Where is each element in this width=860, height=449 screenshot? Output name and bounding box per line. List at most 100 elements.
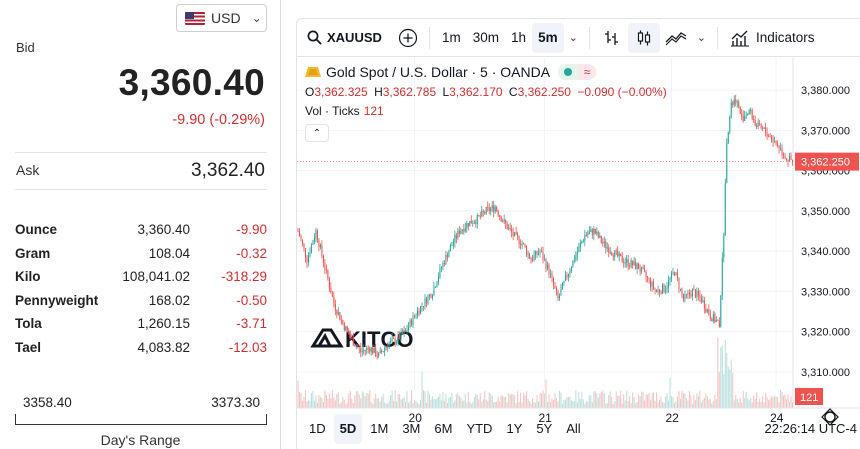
market-status-badge[interactable]: ≈ [558, 64, 597, 80]
candle-body [678, 278, 680, 289]
volume-bar [500, 395, 502, 408]
volume-bar [467, 391, 469, 408]
candle-body [418, 310, 420, 314]
candle-body [552, 277, 554, 285]
candle-body [641, 267, 643, 272]
range-1d[interactable]: 1D [309, 421, 326, 436]
candle-body [558, 295, 560, 299]
candle-body [399, 334, 401, 340]
candlestick-chart-svg[interactable]: KITCO3,380.0003,370.0003,360.0003,350.00… [297, 58, 860, 430]
volume-bar [354, 395, 356, 408]
settings-gear-icon[interactable] [824, 411, 836, 423]
volume-bar [685, 398, 687, 408]
volume-bar [526, 391, 528, 408]
currency-select[interactable]: USD ⌄ [176, 4, 267, 32]
interval-1m[interactable]: 1m [442, 29, 461, 45]
volume-bar [481, 401, 483, 408]
range-5d[interactable]: 5D [333, 414, 363, 444]
volume-bar [379, 401, 381, 408]
candle-body [543, 259, 546, 261]
range-1m[interactable]: 1M [370, 421, 389, 436]
candle-body [529, 253, 531, 259]
candle-body [487, 206, 489, 208]
range-ytd[interactable]: YTD [466, 421, 493, 436]
volume-bar [777, 397, 779, 408]
candle-body [560, 289, 562, 296]
volume-tag [795, 388, 823, 405]
candle-body [475, 222, 477, 224]
x-tick-label: 24 [770, 411, 784, 425]
chart-type-dropdown-icon[interactable]: ⌄ [696, 32, 707, 44]
settings-gear-outline [821, 408, 839, 426]
candle-body [624, 262, 626, 264]
candle-body [419, 306, 422, 314]
kitco-logo-icon [310, 328, 344, 348]
indicators-button[interactable]: Indicators [724, 29, 815, 47]
candle-body [396, 341, 398, 344]
area-chart-type-button[interactable] [660, 23, 692, 53]
volume-bar [653, 392, 655, 408]
price-chart[interactable]: KITCO 3,380.000 3,370.000 3,360.000 3,350.00… [297, 58, 860, 426]
volume-bar [376, 398, 378, 408]
volume-bar [367, 393, 369, 408]
volume-bar [730, 359, 732, 408]
volume-bar [670, 396, 673, 408]
volume-bar [702, 399, 704, 408]
volume-bar [560, 392, 562, 408]
volume-bar [747, 398, 749, 408]
interval-dropdown-icon[interactable]: ⌄ [568, 32, 578, 44]
range-6m[interactable]: 6M [434, 421, 453, 436]
wave-icon: ≈ [578, 64, 597, 80]
volume-bar [324, 390, 326, 408]
us-flag-icon [185, 11, 205, 25]
volume-bar [618, 395, 620, 408]
table-row: Gram 108.04 -0.32 [15, 242, 267, 266]
volume-bar [579, 399, 581, 408]
candles-chart-type-button[interactable] [627, 22, 660, 53]
candle-body [697, 291, 699, 296]
symbol-search[interactable]: XAUUSD [297, 30, 393, 45]
collapse-legend-button[interactable]: ⌃ [305, 124, 329, 142]
volume-bar [557, 401, 559, 408]
candle-body [563, 280, 565, 284]
volume-bar [554, 393, 556, 408]
volume-bar [449, 397, 451, 408]
volume-bar [473, 397, 475, 408]
range-all[interactable]: All [566, 421, 581, 436]
candle-body [297, 231, 299, 232]
candle-body [506, 223, 508, 230]
volume-bar [768, 400, 770, 408]
candle-body [485, 206, 487, 214]
range-5y[interactable]: 5Y [536, 421, 553, 436]
candle-body [670, 272, 673, 279]
candle-body [638, 263, 640, 270]
volume-bar [460, 397, 462, 408]
interval-1h[interactable]: 1h [511, 29, 527, 45]
unit-price-table: Ounce 3,360.40 -9.90 Gram 108.04 -0.32 K… [15, 218, 267, 359]
bar-chart-type-button[interactable] [596, 23, 628, 53]
volume-bar [555, 398, 557, 408]
candle-body [535, 251, 537, 256]
volume-bar [642, 392, 644, 408]
volume-bar [393, 401, 395, 408]
volume-bar [582, 399, 584, 408]
compare-button[interactable] [393, 23, 423, 53]
volume-bar [788, 401, 791, 408]
range-1y[interactable]: 1Y [506, 421, 523, 436]
candle-body [511, 229, 513, 233]
candle-body [518, 236, 520, 245]
volume-bar [316, 402, 318, 408]
day-range-low: 3358.40 [23, 395, 72, 410]
interval-30m[interactable]: 30m [472, 29, 500, 45]
volume-bar [533, 401, 535, 408]
range-3m[interactable]: 3M [402, 421, 421, 436]
candle-body [446, 254, 448, 258]
candle-body [469, 220, 471, 227]
volume-bar [322, 402, 324, 408]
candle-body [431, 295, 433, 298]
candle-body [363, 350, 365, 352]
interval-5m[interactable]: 5m [532, 22, 564, 53]
candle-body [458, 230, 460, 234]
candle-body [587, 233, 589, 236]
chart-clock[interactable]: 22:26:14 UTC-4 [764, 421, 858, 436]
